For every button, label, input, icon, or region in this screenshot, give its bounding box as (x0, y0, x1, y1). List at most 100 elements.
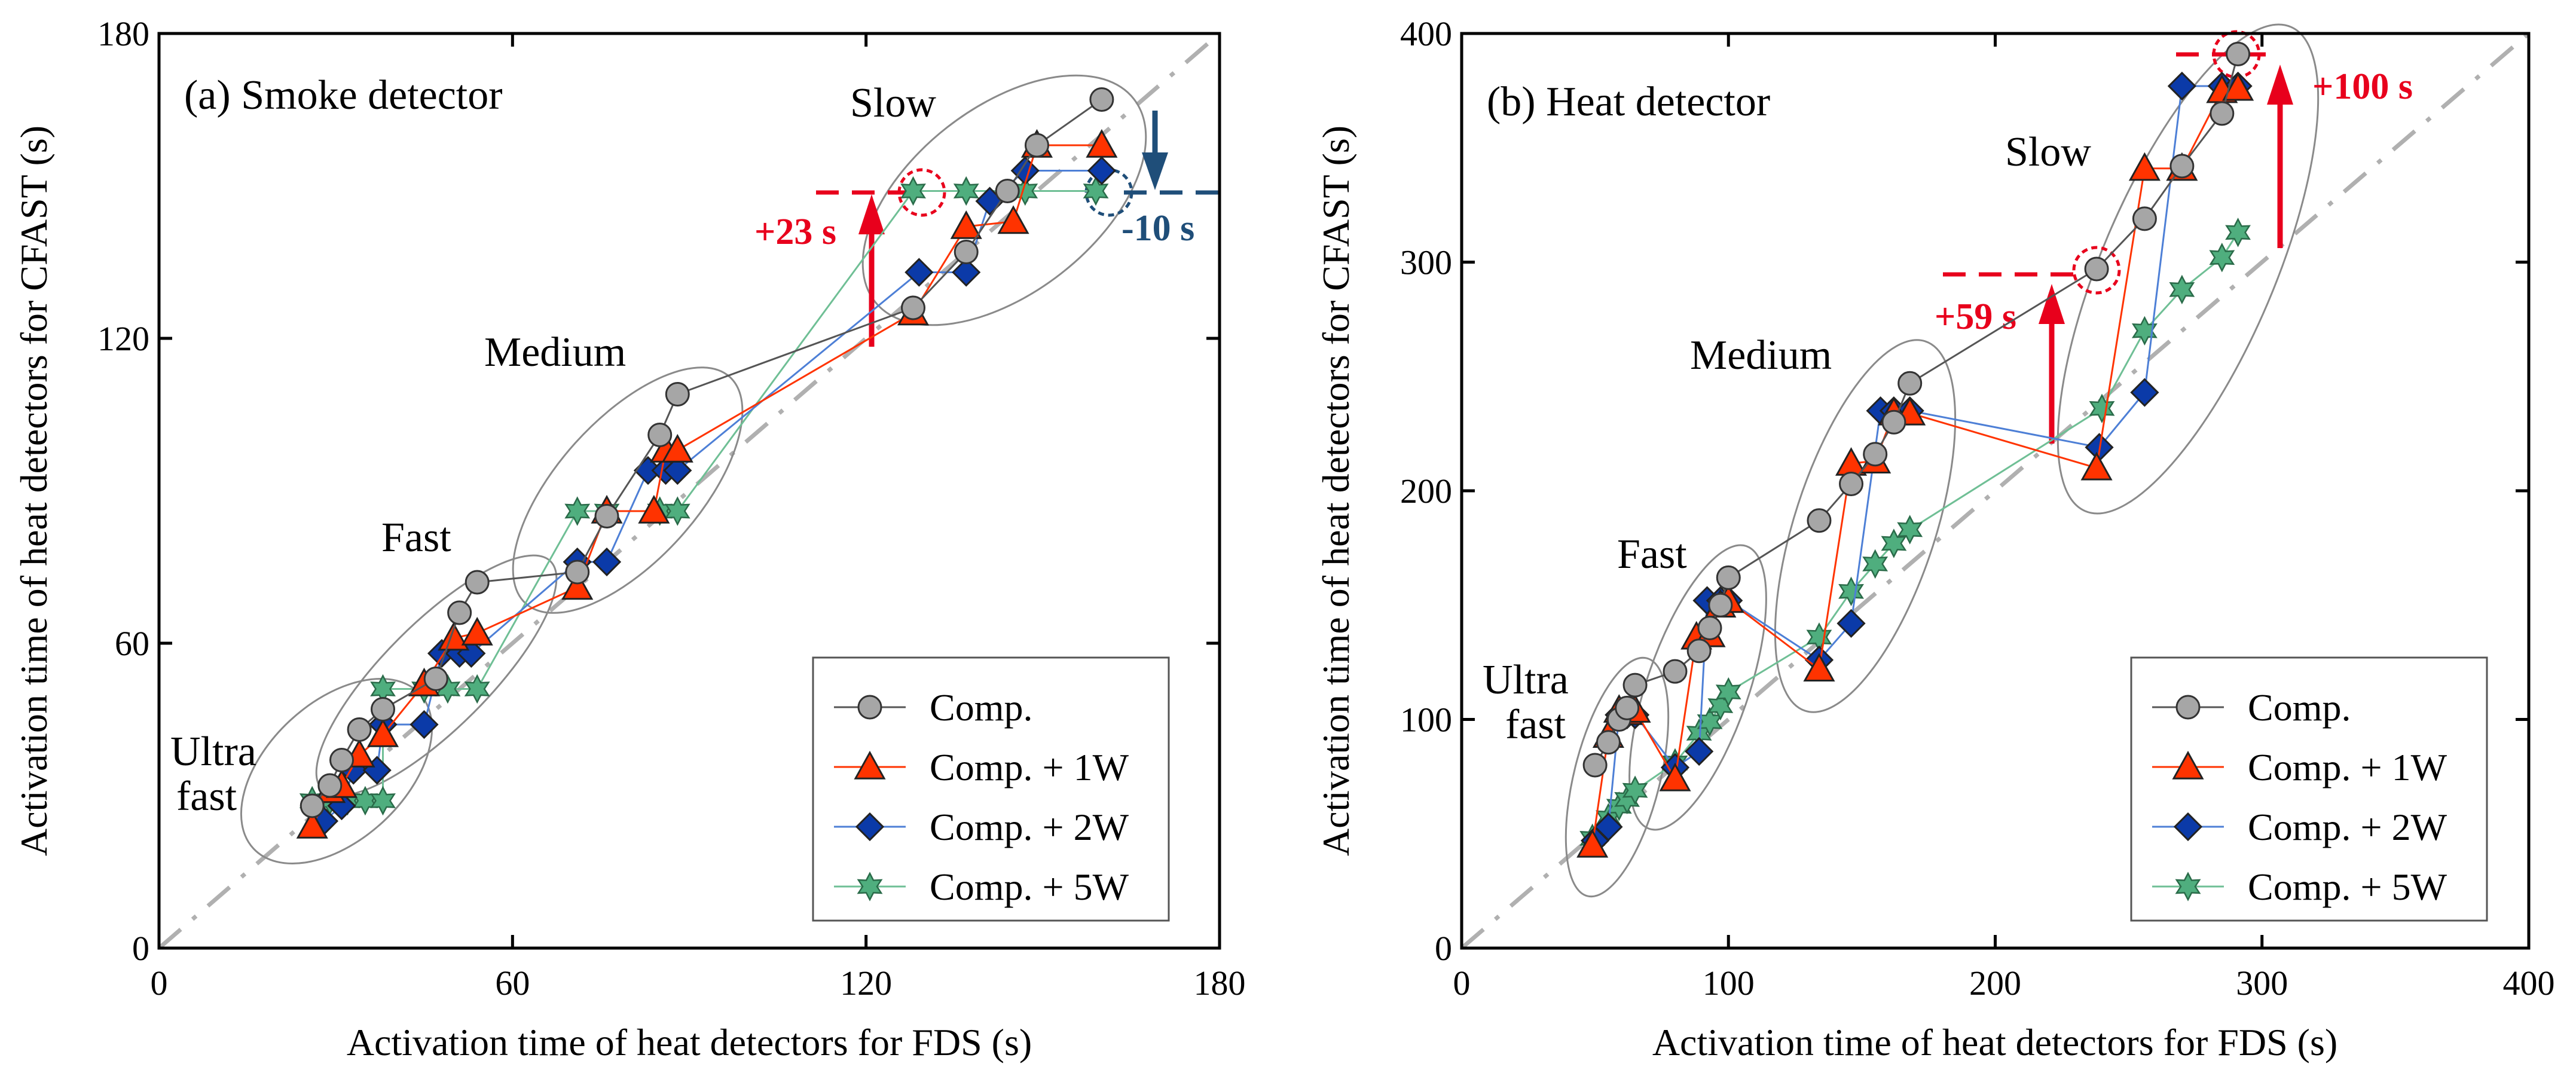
data-point (592, 547, 622, 577)
data-point (447, 600, 472, 625)
data-point (1089, 87, 1114, 112)
data-point (1862, 549, 1889, 579)
data-point (300, 793, 325, 818)
data-point (904, 258, 934, 287)
data-point (2131, 316, 2158, 346)
group-label-fast: Fast (1617, 531, 1687, 577)
data-point (371, 697, 396, 722)
legend-item-comp-1w: Comp. + 1W (834, 746, 1129, 788)
data-point (1715, 677, 1741, 707)
y-axis-label: Activation time of heat detectors for CF… (13, 126, 55, 856)
data-point (461, 616, 493, 646)
group-label-ultra-fast-2: fast (176, 774, 237, 820)
data-point (565, 560, 590, 585)
plot-frame (157, 32, 1221, 950)
data-point (352, 785, 378, 816)
data-point (1838, 576, 1864, 607)
legend-marker (2172, 750, 2204, 780)
legend-item-comp-5w: Comp. + 5W (834, 866, 1129, 908)
axis-ticks: 0 100 200 300 400 0 100 200 300 400 (1400, 14, 2555, 1002)
data-point (1596, 730, 1621, 755)
data-point (1622, 673, 1648, 698)
data-point (1863, 442, 1888, 467)
equality-line (1460, 32, 2531, 950)
hull-medium (512, 366, 744, 614)
data-point (1803, 653, 1835, 682)
data-point (2084, 256, 2109, 282)
legend-item-comp: Comp. (2152, 686, 2351, 729)
data-point (1083, 176, 1109, 206)
data-point (2080, 451, 2113, 481)
data-point (1807, 508, 1832, 533)
hull-ultra-fast (1564, 656, 1670, 898)
group-hulls (1564, 23, 2320, 898)
data-point (900, 176, 926, 206)
series-layer (296, 87, 1118, 839)
data-point (1836, 609, 1866, 638)
y-tick-label: 0 (1435, 929, 1452, 968)
hull-slow (861, 74, 1147, 326)
data-point (663, 456, 692, 485)
legend-label: Comp. (2248, 686, 2351, 729)
x-axis-label: Activation time of heat detectors for FD… (347, 1021, 1032, 1063)
x-axis-label: Activation time of heat detectors for FD… (1652, 1021, 2337, 1063)
annotation-increase-2-label: +100 s (2312, 66, 2413, 107)
data-point (594, 504, 619, 528)
y-tick-label: 0 (132, 929, 149, 968)
data-point (1697, 616, 1722, 640)
data-point (1686, 638, 1712, 664)
data-point (1881, 409, 1906, 435)
data-point (1897, 371, 1923, 396)
data-point (953, 176, 979, 206)
panel-heat-detector: +59 s +100 s 0 100 200 300 4000100200300400 … (1315, 14, 2555, 1063)
data-point (1716, 565, 1741, 590)
data-point (2169, 154, 2195, 179)
data-point (2089, 393, 2115, 424)
legend-label: Comp. (930, 686, 1032, 729)
legend-label: Comp. + 5W (2248, 866, 2447, 908)
legend-label: Comp. + 2W (2248, 806, 2447, 848)
group-label-ultra-fast-2: fast (1505, 702, 1566, 748)
data-point (954, 240, 979, 264)
data-point (561, 571, 594, 600)
legend-item-comp-5w: Comp. + 5W (2152, 866, 2447, 908)
legend-marker (857, 872, 883, 901)
data-point (366, 718, 399, 747)
data-point (410, 710, 439, 739)
x-tick-label: 60 (495, 964, 530, 1002)
data-point (661, 433, 693, 463)
data-point (952, 258, 981, 287)
data-point (2222, 72, 2254, 101)
data-point (423, 667, 448, 691)
data-point (1663, 659, 1688, 684)
data-point (329, 748, 355, 772)
data-point (317, 773, 343, 798)
group-label-medium: Medium (484, 329, 626, 375)
y-axis-label: Activation time of heat detectors for CF… (1315, 126, 1357, 856)
x-tick-label: 0 (1453, 964, 1471, 1002)
y-tick-label: 200 (1400, 472, 1452, 511)
legend-marker (857, 695, 882, 720)
group-label-ultra-fast: Ultra (1483, 657, 1569, 703)
panel-title: (a) Smoke detector (184, 72, 503, 118)
data-point (2128, 152, 2161, 181)
legend-item-comp-2w: Comp. + 2W (834, 806, 1129, 848)
data-point (1594, 812, 1623, 842)
equality-line (157, 32, 1221, 950)
group-label-slow: Slow (850, 80, 936, 126)
annotation-decrease: -10 s (1084, 111, 1220, 249)
data-point (665, 382, 690, 406)
data-point (901, 295, 926, 320)
legend-label: Comp. + 1W (930, 746, 1129, 788)
data-point (1615, 695, 1640, 720)
data-point (1659, 762, 1691, 791)
data-point (2209, 243, 2235, 273)
x-tick-label: 200 (1969, 964, 2021, 1002)
panel-title: (b) Heat detector (1487, 79, 1770, 125)
data-point (1086, 129, 1118, 158)
legend: Comp. Comp. + 1W Comp. + 2W Comp. + 5W (812, 656, 1170, 922)
legend-marker (2173, 812, 2203, 842)
legend-item-comp: Comp. (834, 686, 1032, 729)
data-point (1622, 775, 1648, 805)
